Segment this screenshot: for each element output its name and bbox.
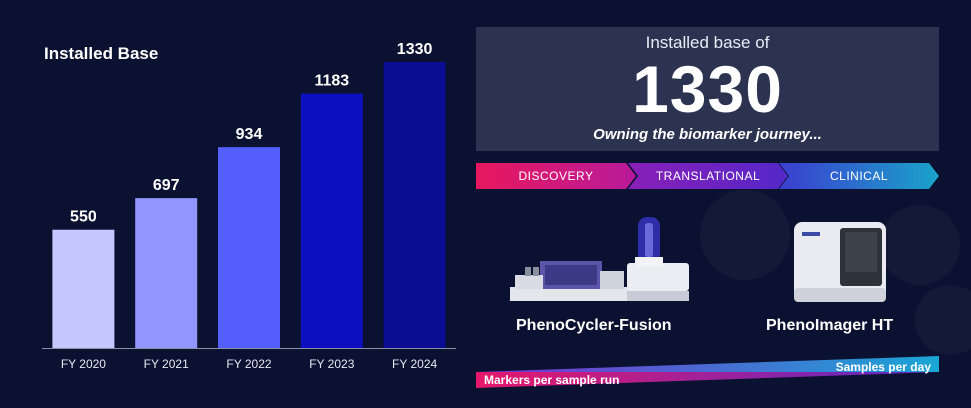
background-decoration bbox=[915, 285, 971, 355]
stage-translational: TRANSLATIONAL bbox=[628, 163, 788, 189]
hero-tagline: Owning the biomarker journey... bbox=[593, 126, 822, 143]
installed-base-chart: 550 FY 2020 697 FY 2021 934 FY 2022 1183 FY 202… bbox=[42, 41, 456, 371]
data-label: 550 bbox=[70, 209, 97, 226]
x-tick-label: FY 2023 bbox=[309, 357, 354, 371]
data-label: 1330 bbox=[397, 41, 433, 58]
x-tick-label: FY 2022 bbox=[226, 357, 271, 371]
samples-per-day-label: Samples per day bbox=[835, 360, 931, 374]
data-label: 934 bbox=[236, 126, 263, 143]
background-decoration bbox=[880, 205, 960, 285]
data-label: 1183 bbox=[314, 73, 349, 90]
product-phenoimager-ht: PhenoImager HT bbox=[766, 317, 894, 334]
hero-number: 1330 bbox=[632, 52, 783, 126]
biomarker-journey: DISCOVERY TRANSLATIONAL CLINICAL bbox=[476, 163, 939, 189]
phenocycler-fusion-image bbox=[510, 217, 689, 301]
hero-label: Installed base of bbox=[645, 33, 770, 52]
bar-fy-2023 bbox=[300, 93, 363, 348]
x-tick-label: FY 2020 bbox=[61, 357, 106, 371]
hero-panel: Installed base of 1330 Owning the biomar… bbox=[476, 27, 939, 151]
data-label: 697 bbox=[153, 177, 180, 194]
stage-discovery: DISCOVERY bbox=[476, 163, 636, 189]
markers-per-sample-label: Markers per sample run bbox=[484, 373, 620, 387]
stage-clinical: CLINICAL bbox=[779, 163, 939, 189]
x-tick-label: FY 2024 bbox=[392, 357, 437, 371]
bar-fy-2024 bbox=[383, 62, 446, 348]
x-tick-label: FY 2021 bbox=[144, 357, 189, 371]
product-phenocycler-fusion: PhenoCycler-Fusion bbox=[516, 317, 672, 334]
throughput-scale: Samples per day Markers per sample run bbox=[476, 354, 939, 390]
background-decoration bbox=[700, 190, 790, 280]
bar-fy-2022 bbox=[218, 147, 280, 348]
bar-fy-2021 bbox=[135, 198, 198, 348]
chart-title: Installed Base bbox=[44, 44, 159, 63]
phenoimager-ht-image bbox=[794, 222, 886, 302]
throughput-wedges bbox=[476, 356, 939, 388]
bar-fy-2020 bbox=[52, 229, 115, 348]
